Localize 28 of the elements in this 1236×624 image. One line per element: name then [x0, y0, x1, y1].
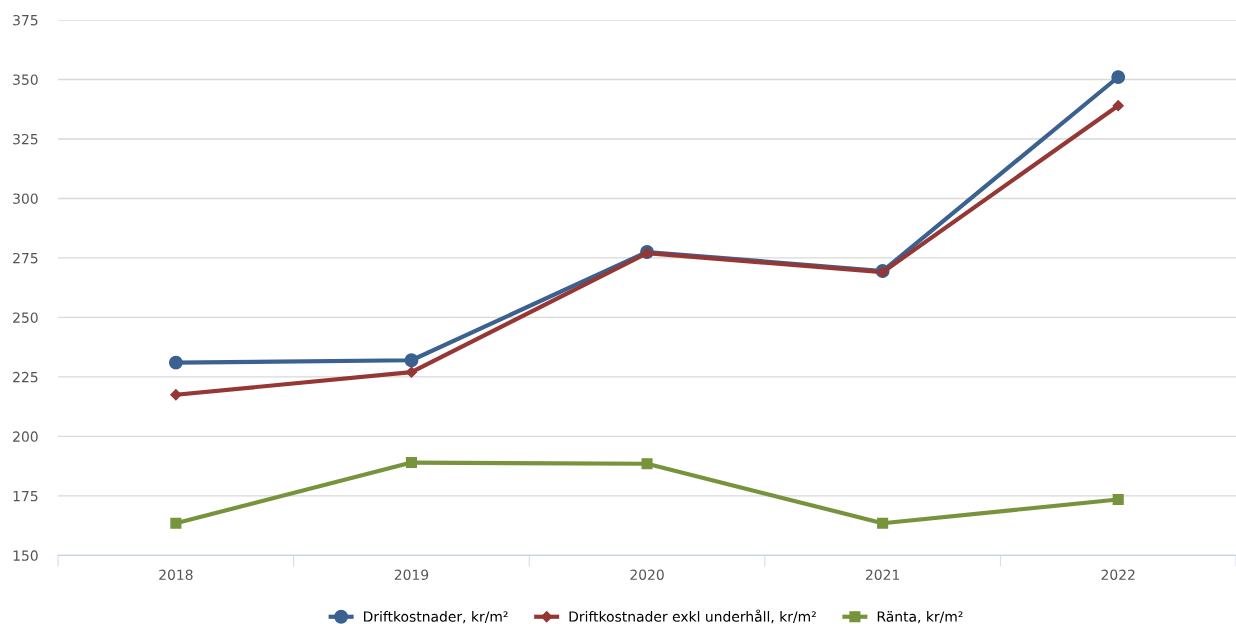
y-tick-label: 325: [13, 133, 38, 145]
y-tick-label: 225: [13, 371, 38, 383]
y-tick-label: 150: [13, 550, 38, 561]
x-tick-label: 2022: [1101, 569, 1135, 580]
point: [170, 389, 182, 401]
point: [1112, 493, 1124, 505]
point: [170, 517, 182, 529]
legend-label: Driftkostnader, kr/m²: [364, 611, 508, 624]
y-tick-label: 375: [13, 14, 38, 26]
legend-label: Ränta, kr/m²: [877, 611, 963, 624]
x-tick-label: 2019: [394, 569, 429, 580]
point: [168, 355, 183, 370]
point: [1112, 100, 1124, 112]
x-tick-label: 2020: [630, 569, 664, 580]
x-tick-label: 2021: [865, 569, 900, 580]
y-tick-label: 275: [13, 252, 38, 264]
y-tick-label: 300: [13, 193, 38, 204]
point: [1111, 70, 1126, 85]
legend-label: Driftkostnader exkl underhåll, kr/m²: [569, 609, 816, 624]
point: [641, 458, 653, 470]
y-tick-label: 175: [13, 491, 38, 502]
y-tick-label: 200: [13, 431, 38, 442]
point: [405, 457, 418, 469]
x-tick-label: 2018: [159, 569, 193, 580]
point: [404, 353, 419, 368]
point: [877, 517, 889, 529]
y-tick-label: 250: [13, 312, 38, 323]
y-tick-label: 350: [13, 74, 38, 85]
